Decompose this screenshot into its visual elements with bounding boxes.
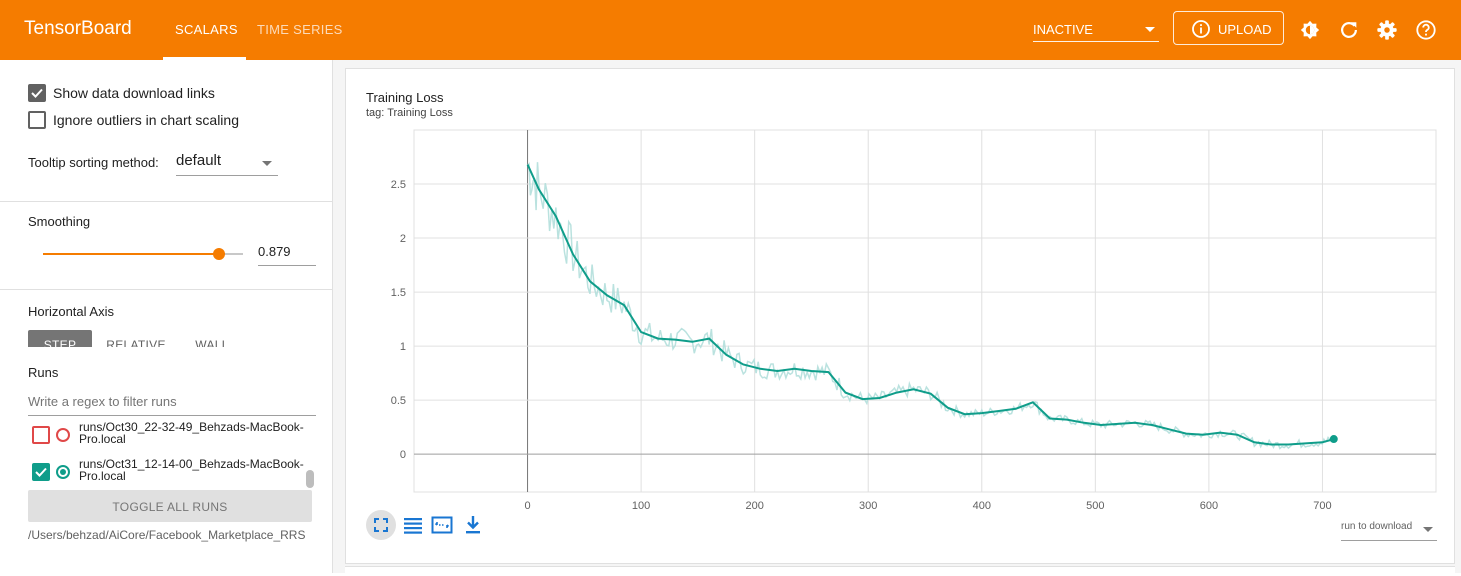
plot-area <box>413 129 1437 493</box>
reload-icon[interactable] <box>1338 19 1360 41</box>
run-name: runs/Oct31_12-14-00_Behzads-MacBook-Pro.… <box>79 457 304 483</box>
smoothing-value: 0.879 <box>258 244 291 259</box>
y-tick-label: 0.5 <box>391 395 406 407</box>
chevron-down-icon <box>1145 27 1155 32</box>
ignore-outliers-label: Ignore outliers in chart scaling <box>53 112 239 128</box>
y-tick-label: 1 <box>400 341 406 353</box>
sidebar: Show data download links Ignore outliers… <box>0 60 333 573</box>
upload-button[interactable]: UPLOAD <box>1173 11 1284 45</box>
run-item[interactable]: runs/Oct30_22-32-49_Behzads-MacBook-Pro.… <box>28 421 308 449</box>
app-title: TensorBoard <box>24 18 132 39</box>
plugin-status-select[interactable]: INACTIVE <box>1033 20 1159 42</box>
runs-scrollbar[interactable] <box>306 470 314 488</box>
status-select-value: INACTIVE <box>1033 22 1093 37</box>
tooltip-sorting-select[interactable]: default <box>176 152 278 176</box>
run-checkbox[interactable] <box>32 463 50 481</box>
x-tick-label: 700 <box>1313 500 1331 509</box>
checkmark-icon <box>35 467 47 477</box>
help-icon[interactable] <box>1415 19 1437 41</box>
smoothing-value-input[interactable]: 0.879 <box>258 244 316 266</box>
divider <box>0 201 332 202</box>
x-tick-label: 100 <box>632 500 650 509</box>
x-tick-label: 300 <box>859 500 877 509</box>
loss-chart[interactable]: 0 100 200 300 400 500 600 700 0 0.5 1 1.5 2 2.5 <box>346 69 1456 509</box>
run-checkbox[interactable] <box>32 426 50 444</box>
checkmark-icon <box>31 88 43 98</box>
upload-label: UPLOAD <box>1218 22 1272 37</box>
series-end-point <box>1329 435 1338 444</box>
y-tick-label: 0 <box>400 449 406 461</box>
run-filter-input[interactable]: Write a regex to filter runs <box>28 394 316 416</box>
fullscreen-icon <box>374 518 388 532</box>
theme-toggle-icon[interactable] <box>1299 19 1321 41</box>
x-tick-label: 200 <box>745 500 763 509</box>
y-tick-label: 1.5 <box>391 287 406 299</box>
x-tick-label: 400 <box>973 500 991 509</box>
y-tick-label: 2 <box>400 233 406 245</box>
run-to-download-value: run to download <box>1341 521 1413 532</box>
smoothing-slider-thumb[interactable] <box>212 248 225 260</box>
runs-label: Runs <box>28 365 59 380</box>
tab-time-series[interactable]: TIME SERIES <box>257 22 343 37</box>
show-download-links-checkbox[interactable] <box>28 84 46 102</box>
main-content: Training Loss tag: Training Loss 0 100 200… <box>333 60 1461 576</box>
download-icon[interactable] <box>461 513 485 537</box>
x-tick-label: 600 <box>1200 500 1218 509</box>
run-color-radio[interactable] <box>56 428 70 442</box>
ignore-outliers-checkbox[interactable] <box>28 111 46 129</box>
toggle-all-runs-button[interactable]: TOGGLE ALL RUNS <box>28 490 312 522</box>
card-tag: tag: Training Loss <box>366 107 453 119</box>
smoothing-slider[interactable] <box>43 248 243 260</box>
smoothed-series-line <box>526 164 1335 446</box>
run-color-radio[interactable] <box>56 465 70 479</box>
run-to-download-select[interactable]: run to download <box>1341 521 1437 541</box>
raw-series-line <box>527 162 1334 450</box>
x-tick-label: 500 <box>1086 500 1104 509</box>
runs-section: Runs Write a regex to filter runs runs/O… <box>0 347 332 573</box>
fullscreen-button[interactable] <box>366 510 396 540</box>
tooltip-sorting-value: default <box>176 152 222 169</box>
fit-domain-icon[interactable] <box>430 513 454 537</box>
next-card-edge <box>345 566 1455 576</box>
run-name: runs/Oct30_22-32-49_Behzads-MacBook-Pro.… <box>79 420 304 446</box>
run-filter-placeholder: Write a regex to filter runs <box>28 394 177 409</box>
show-download-links-label: Show data download links <box>53 85 215 101</box>
horizontal-axis-label: Horizontal Axis <box>28 304 114 319</box>
x-tick-label: 0 <box>524 500 530 509</box>
divider <box>0 289 332 290</box>
active-tab-indicator <box>163 57 246 60</box>
toggle-log-scale-icon[interactable] <box>401 513 425 537</box>
run-item[interactable]: runs/Oct31_12-14-00_Behzads-MacBook-Pro.… <box>28 458 308 486</box>
smoothing-label: Smoothing <box>28 214 91 229</box>
top-app-bar: TensorBoard SCALARS TIME SERIES INACTIVE… <box>0 0 1461 60</box>
scalar-card: Training Loss tag: Training Loss 0 100 200… <box>345 68 1455 564</box>
settings-gear-icon[interactable] <box>1376 19 1398 41</box>
log-directory: /Users/behzad/AiCore/Facebook_Marketplac… <box>28 528 306 542</box>
info-icon <box>1192 20 1210 38</box>
y-tick-label: 2.5 <box>391 179 406 191</box>
tooltip-sorting-label: Tooltip sorting method: <box>28 155 159 170</box>
chevron-down-icon <box>262 161 272 166</box>
smoothing-slider-fill <box>43 253 219 255</box>
tab-scalars[interactable]: SCALARS <box>175 22 238 37</box>
card-title: Training Loss <box>366 90 444 105</box>
chevron-down-icon <box>1423 527 1433 532</box>
